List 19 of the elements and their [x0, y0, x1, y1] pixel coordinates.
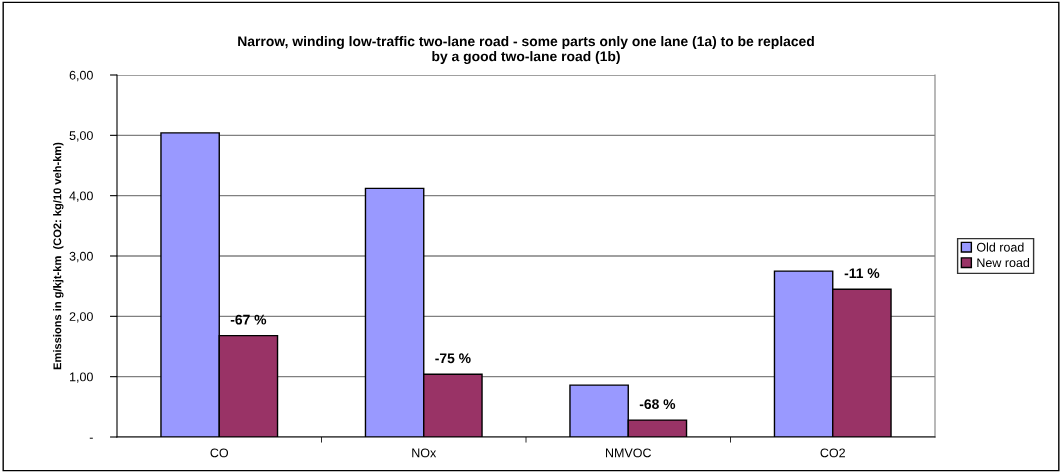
y-tick-label: 3,00	[69, 251, 93, 263]
annotation: -75 %	[435, 353, 471, 364]
annotation: -67 %	[230, 314, 267, 325]
legend-label: New road	[977, 257, 1030, 268]
x-tick-label: CO2	[820, 448, 845, 458]
y-axis-title: Emissions in g/kjt-km (CO2: kg/10 veh-km)	[53, 142, 64, 370]
annotation: -11 %	[844, 268, 880, 279]
legend-label: Old road	[976, 242, 1024, 252]
x-tick-label: NMVOC	[606, 448, 652, 458]
y-tick-label: 5,00	[69, 131, 93, 142]
y-tick-label: 6,00	[69, 70, 93, 82]
annotation: -68 %	[639, 399, 676, 410]
y-tick-label: 1,00	[70, 372, 93, 383]
chart-title: Narrow, winding low-traffic two-lane road - some parts only one lane (1a) to be replaced by a good two-lane road (1b)	[238, 36, 814, 65]
x-tick-label: CO	[210, 448, 229, 458]
y-tick-label: -	[89, 437, 93, 439]
y-tick-label: 4,00	[69, 191, 93, 202]
y-tick-label: 2,00	[69, 312, 93, 323]
x-tick-label: NOx	[412, 448, 437, 458]
